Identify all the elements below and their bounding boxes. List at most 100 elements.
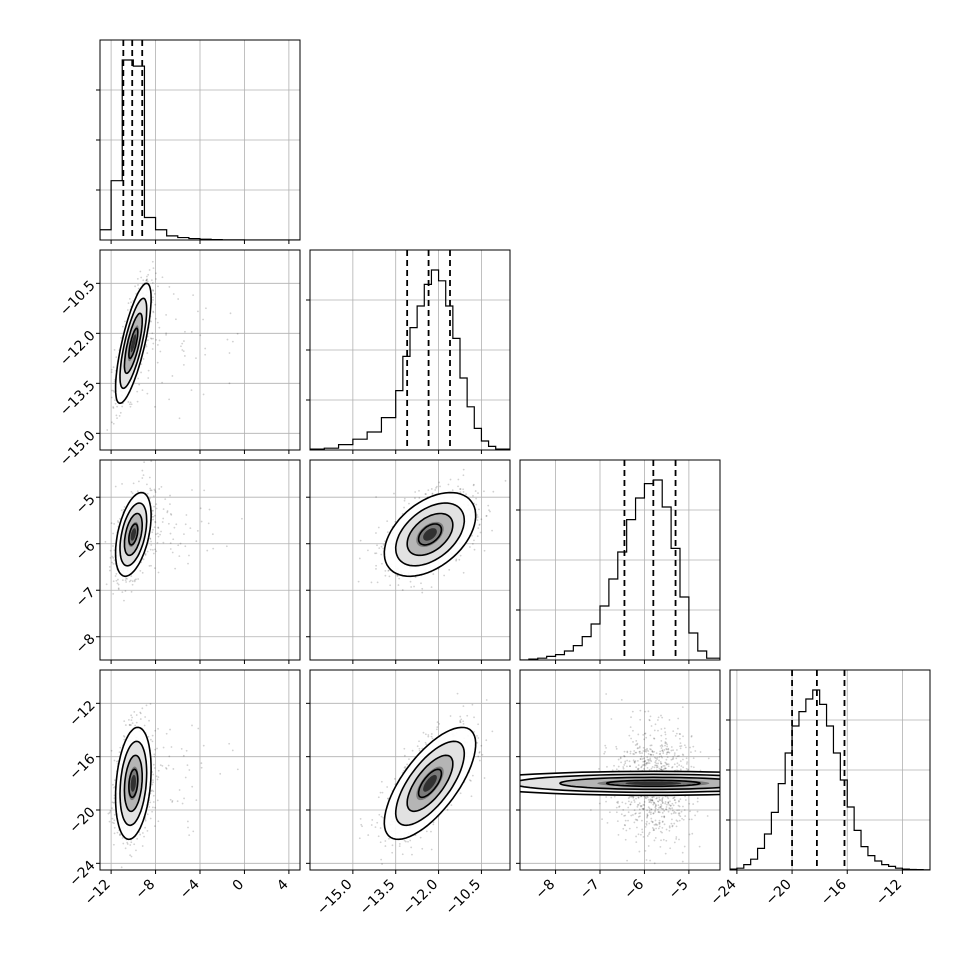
sample-point xyxy=(195,799,198,802)
sample-point xyxy=(153,292,156,295)
sample-point xyxy=(389,584,392,587)
sample-point xyxy=(408,758,410,761)
sample-point xyxy=(151,810,154,813)
sample-point xyxy=(376,821,379,824)
sample-point xyxy=(171,801,174,803)
sample-point xyxy=(677,717,680,720)
sample-point xyxy=(112,580,115,583)
sample-point xyxy=(661,811,664,814)
sample-point xyxy=(112,366,115,369)
sample-point xyxy=(655,827,657,830)
panel-frame xyxy=(309,669,511,871)
contour-2 xyxy=(119,740,148,827)
sample-point xyxy=(633,750,636,752)
sample-point xyxy=(195,357,197,360)
sample-point xyxy=(388,837,390,840)
sample-point xyxy=(381,791,384,794)
sample-point xyxy=(113,391,116,393)
sample-point xyxy=(129,401,132,404)
sample-point xyxy=(483,549,486,552)
joint-content xyxy=(310,670,510,870)
sample-point xyxy=(411,853,413,856)
sample-point xyxy=(124,579,127,582)
sample-point xyxy=(111,555,114,558)
sample-point xyxy=(435,485,438,488)
sample-point xyxy=(129,579,132,582)
sample-point xyxy=(431,737,434,740)
sample-point xyxy=(391,844,394,847)
sample-point xyxy=(149,817,152,820)
sample-point xyxy=(112,545,114,547)
sample-point xyxy=(109,810,112,812)
contour-2 xyxy=(394,502,466,567)
sample-point xyxy=(425,743,428,746)
sample-point xyxy=(673,799,676,801)
sample-point xyxy=(169,532,172,535)
sample-point xyxy=(398,843,401,845)
sample-point xyxy=(673,763,676,766)
sample-point xyxy=(156,778,159,781)
sample-point xyxy=(112,562,115,565)
sample-point xyxy=(200,762,203,765)
sample-point xyxy=(204,347,207,350)
sample-point xyxy=(111,801,114,804)
sample-point xyxy=(379,827,382,829)
sample-point xyxy=(386,797,389,800)
sample-point xyxy=(149,801,152,804)
sample-point xyxy=(111,821,114,824)
sample-point xyxy=(225,545,228,548)
sample-point xyxy=(136,837,139,840)
sample-point xyxy=(112,592,115,595)
joint-content xyxy=(100,250,300,450)
sample-point xyxy=(396,574,399,577)
sample-point xyxy=(130,490,133,493)
sample-point xyxy=(152,763,155,766)
sample-point xyxy=(485,514,488,517)
sample-point xyxy=(241,517,243,520)
sample-point xyxy=(149,537,152,540)
sample-point xyxy=(131,716,134,719)
sample-point xyxy=(153,567,156,570)
sample-point xyxy=(157,776,160,779)
sample-point xyxy=(462,720,465,723)
sample-point xyxy=(478,523,481,526)
histogram-panel-param2 xyxy=(306,249,511,454)
sample-point xyxy=(457,485,459,488)
sample-point xyxy=(424,493,427,495)
sample-point xyxy=(137,377,140,380)
sample-point xyxy=(112,407,115,409)
sample-point xyxy=(649,757,652,760)
sample-point xyxy=(128,580,131,583)
sample-point xyxy=(113,832,116,835)
sample-point xyxy=(449,478,452,481)
sample-point xyxy=(449,715,452,717)
sample-point xyxy=(169,494,171,497)
histogram-panel-param4 xyxy=(726,669,931,874)
sample-point xyxy=(472,494,474,497)
sample-point xyxy=(665,806,668,808)
sample-point xyxy=(112,556,115,559)
sample-point xyxy=(410,846,413,849)
sample-point xyxy=(648,831,651,834)
sample-point xyxy=(113,822,115,825)
sample-point xyxy=(655,764,658,767)
sample-point xyxy=(459,488,462,490)
sample-point xyxy=(462,468,465,471)
sample-point xyxy=(145,345,148,348)
sample-point xyxy=(119,834,121,837)
sample-point xyxy=(116,831,119,834)
sample-point xyxy=(674,799,676,801)
sample-point xyxy=(152,779,154,782)
sample-point xyxy=(649,799,652,802)
sample-point xyxy=(152,289,154,291)
sample-point xyxy=(380,858,383,861)
sample-point xyxy=(154,303,157,306)
sample-point xyxy=(443,574,446,577)
sample-point xyxy=(146,352,149,354)
sample-point xyxy=(156,532,159,535)
sample-point xyxy=(143,724,146,727)
sample-point xyxy=(128,403,131,406)
sample-point xyxy=(151,531,154,534)
sample-point xyxy=(146,483,148,486)
sample-point xyxy=(630,737,632,740)
